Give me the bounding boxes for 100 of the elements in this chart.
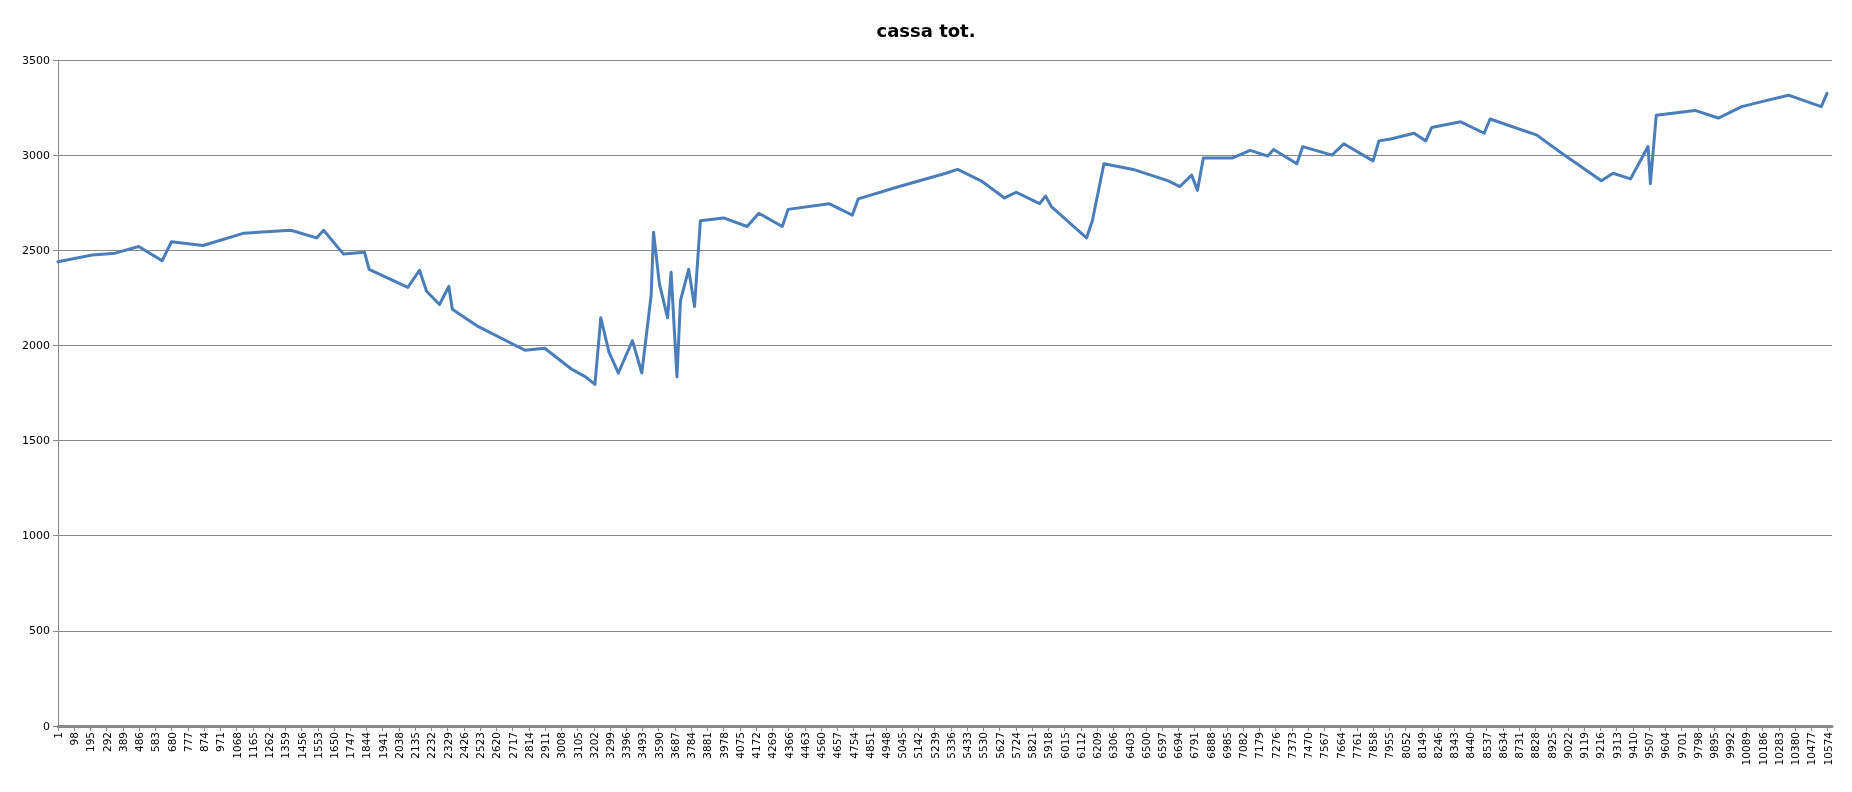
x-tick-label: 7858 — [1367, 732, 1380, 759]
x-tick-label: 4366 — [782, 731, 795, 759]
x-tick-label: 7664 — [1334, 731, 1347, 759]
y-tick-label: 1500 — [22, 434, 50, 448]
x-tick-label: 4172 — [750, 732, 763, 759]
x-tick-label: 3299 — [604, 732, 616, 759]
x-tick-label: 5821 — [1026, 732, 1039, 759]
x-tick-label: 583 — [149, 732, 162, 753]
x-tick-label: 4948 — [880, 732, 892, 759]
x-tick-label: 2232 — [425, 732, 438, 759]
x-tick-label: 486 — [133, 731, 146, 753]
x-tick-label: 6500 — [1139, 732, 1152, 759]
x-tick-label: 1844 — [360, 731, 373, 759]
x-tick-label: 2135 — [409, 732, 422, 759]
x-tick-label: 10574 — [1821, 731, 1834, 766]
x-tick-label: 3493 — [636, 732, 649, 759]
x-tick-label: 5530 — [977, 732, 990, 759]
x-tick-label: 7955 — [1383, 732, 1396, 759]
x-tick-label: 2814 — [522, 731, 535, 759]
x-tick-label: 8925 — [1545, 732, 1558, 759]
x-tick-label: 4754 — [847, 731, 860, 759]
x-tick-label: 2620 — [490, 732, 503, 759]
x-tick-label: 3687 — [668, 732, 681, 759]
x-tick-label: 8343 — [1448, 732, 1461, 759]
x-tick-label: 8440 — [1464, 732, 1477, 759]
x-tick-label: 7373 — [1285, 732, 1298, 759]
x-tick-label: 9216 — [1594, 731, 1607, 759]
x-tick-label: 5045 — [896, 732, 909, 759]
x-tick-label: 9313 — [1610, 732, 1623, 759]
x-tick-label: 6791 — [1188, 732, 1201, 759]
x-tick-label: 6306 — [1107, 731, 1120, 759]
x-tick-label: 3590 — [652, 732, 665, 759]
y-tick-label: 3000 — [22, 148, 50, 162]
x-tick-label: 98 — [68, 732, 81, 746]
x-tick-label: 4560 — [815, 732, 828, 759]
x-tick-label: 10089 — [1740, 732, 1753, 766]
x-tick-label: 3396 — [620, 731, 633, 759]
x-tick-label: 5918 — [1042, 732, 1055, 759]
x-tick-label: 3105 — [571, 732, 584, 759]
x-tick-label: 10186 — [1756, 731, 1769, 766]
x-tick-label: 4657 — [831, 732, 844, 759]
x-tick-label: 6985 — [1220, 732, 1233, 759]
x-tick-label: 6888 — [1204, 732, 1217, 759]
x-tick-label: 5239 — [928, 732, 941, 759]
y-tick-label: 3500 — [22, 53, 50, 67]
x-tick-label: 195 — [84, 732, 97, 753]
x-tick-label: 1747 — [344, 732, 357, 759]
x-tick-label: 7082 — [1237, 732, 1250, 759]
x-tick-label: 5724 — [1009, 731, 1022, 759]
x-tick-label: 971 — [214, 732, 227, 753]
x-tick-label: 8052 — [1399, 732, 1412, 759]
x-tick-label: 6597 — [1156, 732, 1168, 759]
x-tick-label: 9507 — [1643, 732, 1656, 759]
x-tick-label: 2911 — [539, 732, 552, 759]
x-tick-label: 1941 — [376, 732, 389, 759]
x-tick-label: 3978 — [717, 732, 730, 759]
x-tick-label: 3784 — [685, 731, 698, 759]
x-tick-label: 389 — [116, 732, 129, 753]
x-tick-label: 1068 — [230, 732, 243, 759]
x-tick-label: 5336 — [944, 731, 957, 759]
x-tick-label: 9798 — [1691, 732, 1704, 759]
x-tick-label: 6015 — [1058, 732, 1071, 759]
x-tick-label: 5433 — [961, 732, 974, 759]
y-tick-label: 2500 — [22, 243, 50, 257]
x-tick-label: 3881 — [701, 732, 714, 759]
x-tick-label: 8246 — [1432, 731, 1444, 759]
x-tick-label: 9992 — [1724, 732, 1737, 759]
x-tick-label: 7470 — [1302, 732, 1315, 759]
x-tick-label: 2038 — [392, 732, 405, 759]
x-tick-label: 10477 — [1805, 732, 1818, 766]
x-tick-label: 9895 — [1708, 732, 1720, 759]
x-tick-label: 1262 — [263, 732, 276, 759]
x-tick-label: 1650 — [328, 732, 340, 759]
x-tick-label: 5627 — [993, 732, 1006, 759]
line-series — [56, 91, 1829, 386]
x-tick-label: 1165 — [246, 732, 259, 759]
x-tick-label: 9119 — [1578, 732, 1591, 759]
x-tick-label: 4075 — [733, 732, 746, 759]
x-tick-label: 6209 — [1091, 732, 1104, 759]
x-tick-label: 2523 — [474, 732, 487, 759]
x-tick-label: 874 — [198, 731, 211, 753]
x-tick-label: 4851 — [863, 732, 876, 759]
x-tick-label: 9410 — [1626, 732, 1639, 759]
x-tick-label: 6403 — [1123, 732, 1136, 759]
x-tick-label: 8537 — [1480, 732, 1493, 759]
y-tick-label: 2000 — [22, 338, 50, 352]
x-tick-label: 3202 — [587, 732, 600, 759]
x-tick-label: 3008 — [555, 732, 568, 759]
x-tick-label: 6694 — [1172, 731, 1185, 759]
x-tick-label: 7276 — [1269, 731, 1282, 759]
x-tick-label: 292 — [100, 732, 113, 753]
x-tick-label: 8149 — [1415, 732, 1428, 759]
x-tick-label: 1553 — [311, 732, 324, 759]
x-tick-label: 7179 — [1253, 732, 1266, 759]
x-tick-label: 4269 — [766, 732, 779, 759]
x-tick-label: 9022 — [1561, 732, 1574, 759]
x-tick-label: 4463 — [798, 732, 811, 759]
x-tick-label: 9604 — [1659, 731, 1672, 759]
x-tick-label: 8828 — [1529, 732, 1542, 759]
x-tick-label: 7567 — [1318, 732, 1331, 759]
